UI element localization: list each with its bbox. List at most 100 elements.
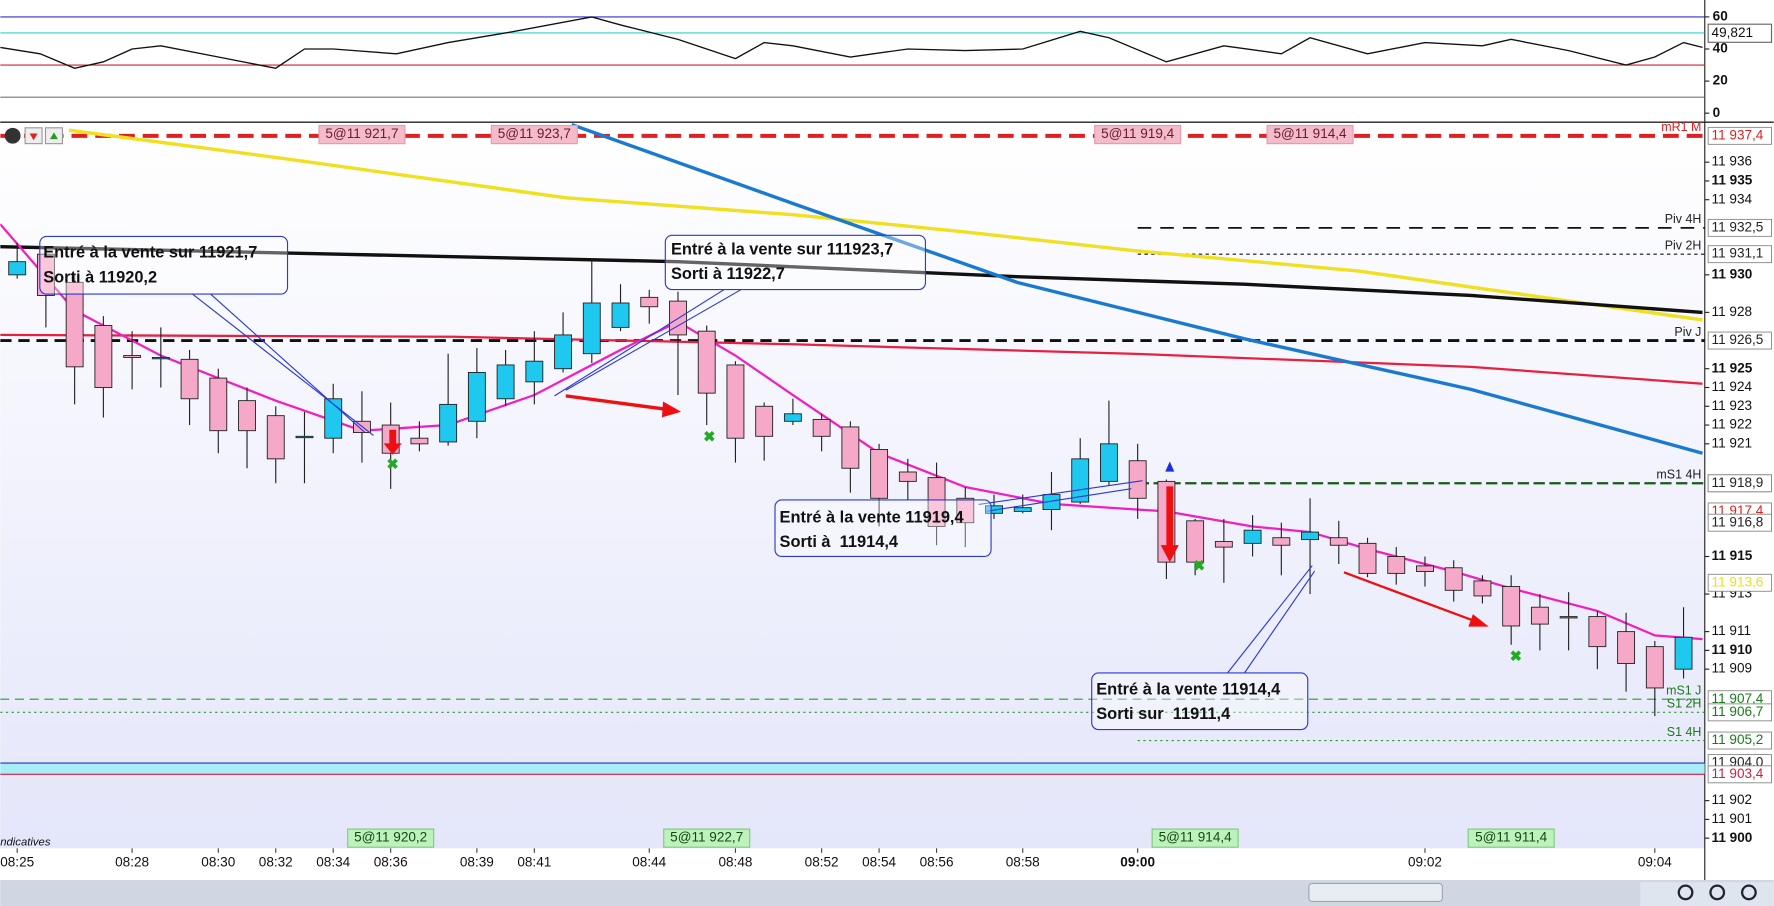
candle-body [180,358,199,400]
price-box-label: 11 903,4 [1712,766,1764,781]
candle-body [467,372,486,422]
candle-body [295,435,314,439]
zoom-controls [1640,882,1774,906]
level-band [0,763,1705,775]
candle-body [94,325,113,388]
level-name: S1 2H [1667,697,1702,711]
signal-arrow-head [383,443,402,455]
sell-icon [29,133,38,141]
order-label: 5@11 923,7 [498,126,571,141]
x-axis: 08:25 08:28 08:30 08:32 08:34 08:36 08:39 08:41… [0,848,1672,870]
candle-body [1186,520,1205,563]
moving-average [0,333,1703,385]
pointer [986,488,1132,512]
candle-body [1617,631,1636,664]
annotation-text: Entré à la vente sur 111923,7 [671,240,893,258]
signal-arrow [389,429,397,446]
candle-body [1473,580,1492,597]
footer-text: ndicatives [0,837,51,849]
signal-arrow [565,394,668,412]
scrollbar[interactable] [0,879,1774,906]
order-tag [1467,828,1555,848]
order-tag [1151,828,1239,848]
candle-body [496,364,515,400]
level-name: Piv 2H [1665,239,1702,253]
price-box [1707,703,1772,722]
order-label: 5@11 911,4 [1475,830,1548,845]
axes: 0 20 40 60 49,821 11 936 11 935 11 934 11 930 11 … [1704,8,1773,845]
y-tick-label: 60 [1713,8,1728,23]
close-button[interactable] [4,127,21,144]
candle-body [525,360,544,383]
candle-body [582,302,601,355]
signal-arrow [1343,571,1478,624]
level-name: S1 4H [1667,725,1702,739]
y-tick-label: 11 925 [1712,360,1753,375]
candle-body [1645,646,1664,689]
order-label: 5@11 922,7 [670,830,743,845]
moving-average [571,123,1703,455]
annotation-box [39,235,289,295]
x-tick-label: 08:36 [374,855,408,870]
candle-body [1387,556,1406,574]
order-tag [663,828,751,848]
moving-average [68,128,1703,322]
candle-body [611,302,630,328]
candle-body [1588,616,1607,648]
x-tick-label: 08:28 [115,855,149,870]
price-box-label: 11 913,6 [1712,574,1764,589]
candle-body [1128,460,1147,499]
zoom-out-button[interactable] [1709,884,1726,901]
order-label: 5@11 920,2 [354,830,427,845]
exit-marker: ✖ [1510,649,1522,665]
level-name: mR1 M [1661,120,1701,134]
exit-marker: ✖ [703,430,715,446]
candle-body [1071,458,1090,503]
signal-arrow-head [1468,614,1489,627]
annotation-box [1091,672,1309,731]
scroll-thumb[interactable] [1308,882,1443,903]
x-tick-label: 09:02 [1408,855,1442,870]
y-tick-label: 11 901 [1712,811,1752,826]
zoom-in-button[interactable] [1740,884,1757,901]
price-box-label: 11 937,4 [1712,127,1764,142]
oscillator-panel [0,0,1705,123]
level-name: Piv 4H [1665,212,1702,226]
candle-body [554,334,572,370]
x-tick-label: 08:41 [517,855,551,870]
price-box-label: 11 931,1 [1712,246,1764,261]
y-tick-label: 11 935 [1712,173,1753,188]
candle-body [1502,586,1521,627]
pointer [192,293,374,436]
candle-body [1100,443,1118,482]
y-tick-label: 11 924 [1712,379,1753,394]
order-label: 5@11 919,4 [1101,126,1175,141]
annotation-text: Sorti à 11914,4 [780,533,899,551]
signal-arrow-head [661,401,682,418]
candle-body [65,281,84,368]
candle-body [870,449,889,499]
order-tag [1094,124,1182,145]
candle-body [956,497,975,524]
price-box-label: 11 916,8 [1712,514,1764,529]
exit-marker: ✖ [387,457,399,473]
x-tick-label: 08:54 [862,855,896,870]
candle-body [266,415,285,460]
candle-body [410,437,429,445]
candle-body [898,471,917,482]
candle-body [1013,507,1032,512]
candle-body [1301,531,1319,541]
pointer [210,293,365,433]
price-box-label: 11 918,9 [1712,475,1764,490]
y-tick-label: 11 930 [1712,266,1753,281]
annotation-text: Entré à la vente 11919,4 [780,508,965,526]
annotation-texts: Entré à la vente sur 11921,7 Sorti à 119… [43,240,1281,723]
zoom-button[interactable] [1677,884,1694,901]
candle-body [812,418,831,437]
order-tag [490,124,578,145]
candle-body [1674,636,1693,670]
annotation-text: Sorti à 11920,2 [43,269,157,287]
price-panel [0,122,1705,849]
order-label: 5@11 921,7 [325,126,398,141]
candle-body [238,400,256,432]
